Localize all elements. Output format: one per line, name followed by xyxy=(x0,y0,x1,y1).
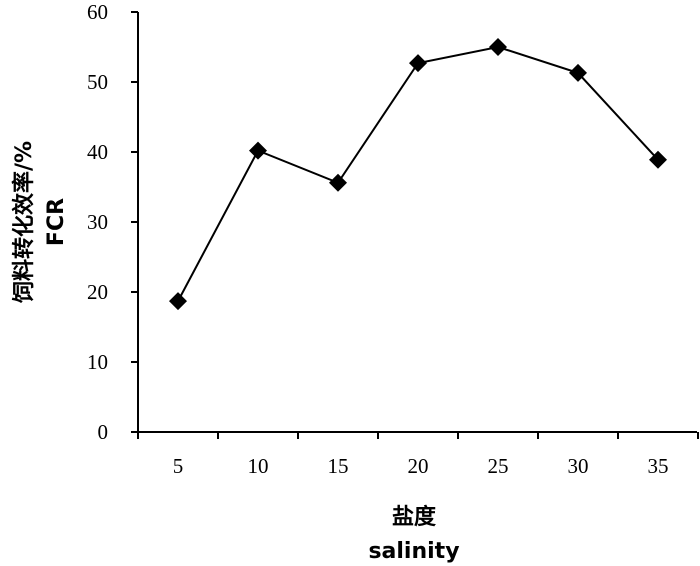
x-tick-label: 20 xyxy=(408,454,429,478)
data-point-30 xyxy=(569,63,587,82)
y-axis-title: 饲料转化效率/% xyxy=(11,141,37,304)
x-tick-label: 30 xyxy=(568,454,589,478)
x-tick-label: 5 xyxy=(173,454,184,478)
y-tick-label: 0 xyxy=(98,420,109,444)
x-tick-label: 35 xyxy=(648,454,669,478)
x-tick-label: 10 xyxy=(248,454,269,478)
data-point-10 xyxy=(249,141,267,160)
y-tick-label: 40 xyxy=(87,140,108,164)
data-point-20 xyxy=(409,54,427,73)
x-ticks: 5 10 15 20 25 30 35 xyxy=(137,432,699,478)
y-tick-label: 60 xyxy=(87,0,108,24)
data-point-15 xyxy=(329,173,347,192)
data-point-25 xyxy=(489,38,507,56)
y-tick-label: 30 xyxy=(87,210,108,234)
x-tick-label: 25 xyxy=(488,454,509,478)
data-point-35 xyxy=(649,150,667,169)
y-tick-label: 20 xyxy=(87,280,108,304)
y-axis-title-en: FCR xyxy=(44,198,69,246)
x-tick-label: 15 xyxy=(328,454,349,478)
data-points xyxy=(169,38,667,311)
x-axis-title-en: salinity xyxy=(368,539,459,564)
x-axis-title: 盐度 xyxy=(392,504,437,530)
data-point-5 xyxy=(169,292,187,311)
y-ticks: 0 10 20 30 40 50 60 xyxy=(87,0,138,444)
y-tick-label: 10 xyxy=(87,350,108,374)
series-line xyxy=(177,45,659,302)
axes xyxy=(137,12,697,433)
y-tick-label: 50 xyxy=(87,70,108,94)
